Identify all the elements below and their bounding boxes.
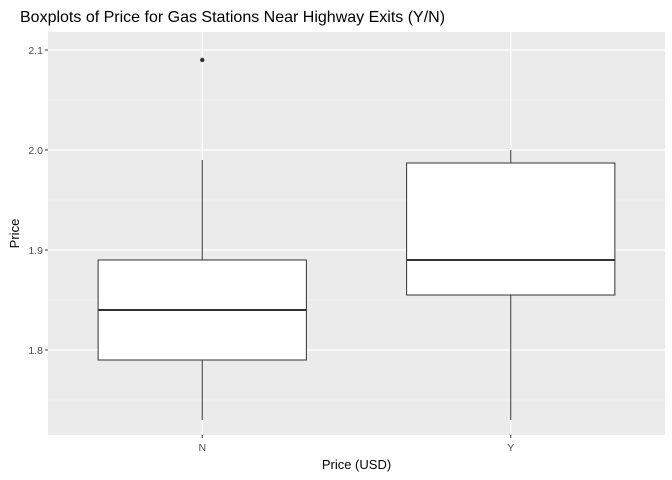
box-Y [406,150,616,420]
y-tick-label: 2.1 [28,45,43,57]
y-tick-label: 1.9 [28,245,43,257]
interquartile-box [406,162,616,296]
x-axis-title: Price (USD) [322,457,391,472]
y-axis-ticks: 1.8 1.9 2.0 2.1 [28,45,48,357]
boxes [97,57,616,420]
y-tick-label: 1.8 [28,345,43,357]
chart-title: Boxplots of Price for Gas Stations Near … [20,9,445,26]
x-tick-label: Y [507,442,514,454]
x-tick-label: N [198,442,206,454]
y-axis-title: Price [7,219,22,249]
box-N [97,57,307,420]
y-tick-label: 2.0 [28,145,43,157]
outlier-point [200,57,205,63]
